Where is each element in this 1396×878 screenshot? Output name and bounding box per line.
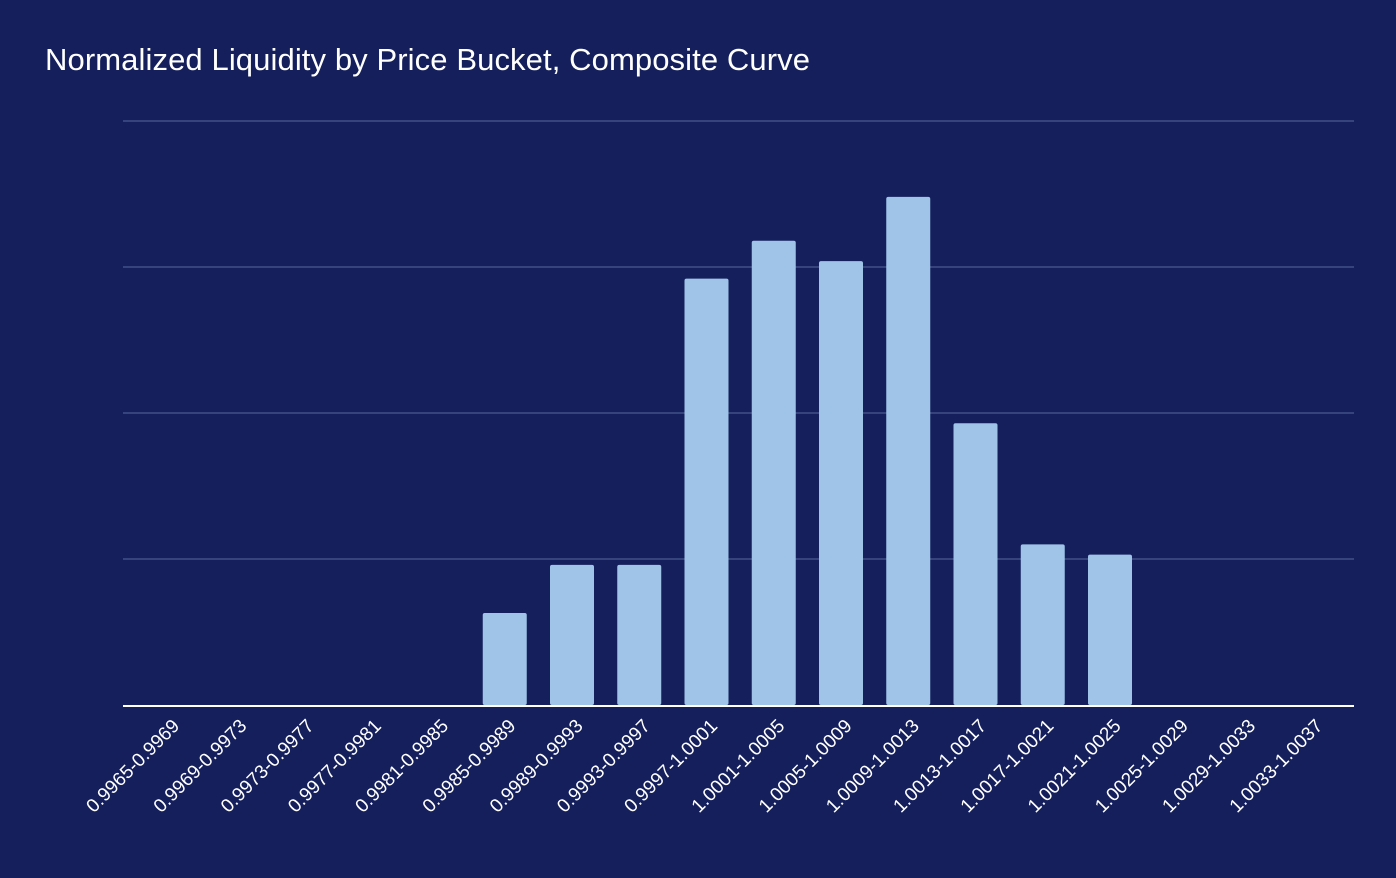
bar-1.0021-1.0025[interactable] — [1088, 554, 1132, 705]
bar-1.0013-1.0017[interactable] — [953, 423, 998, 705]
bar-1.0017-1.0021[interactable] — [1020, 544, 1065, 705]
bars — [482, 196, 1132, 706]
bar-0.9989-0.9993[interactable] — [550, 564, 594, 705]
bar-0.9997-1.0001[interactable] — [684, 278, 729, 705]
bar-1.0009-1.0013[interactable] — [886, 196, 931, 706]
bar-1.0001-1.0005[interactable] — [751, 240, 796, 705]
x-tick-labels: 0.9965-0.99690.9969-0.99730.9973-0.99770… — [83, 716, 1328, 818]
chart-title: Normalized Liquidity by Price Bucket, Co… — [45, 42, 811, 77]
bar-0.9993-0.9997[interactable] — [617, 564, 662, 705]
bar-1.0005-1.0009[interactable] — [819, 261, 863, 705]
gridlines — [123, 120, 1354, 560]
bar-0.9985-0.9989[interactable] — [482, 613, 527, 705]
